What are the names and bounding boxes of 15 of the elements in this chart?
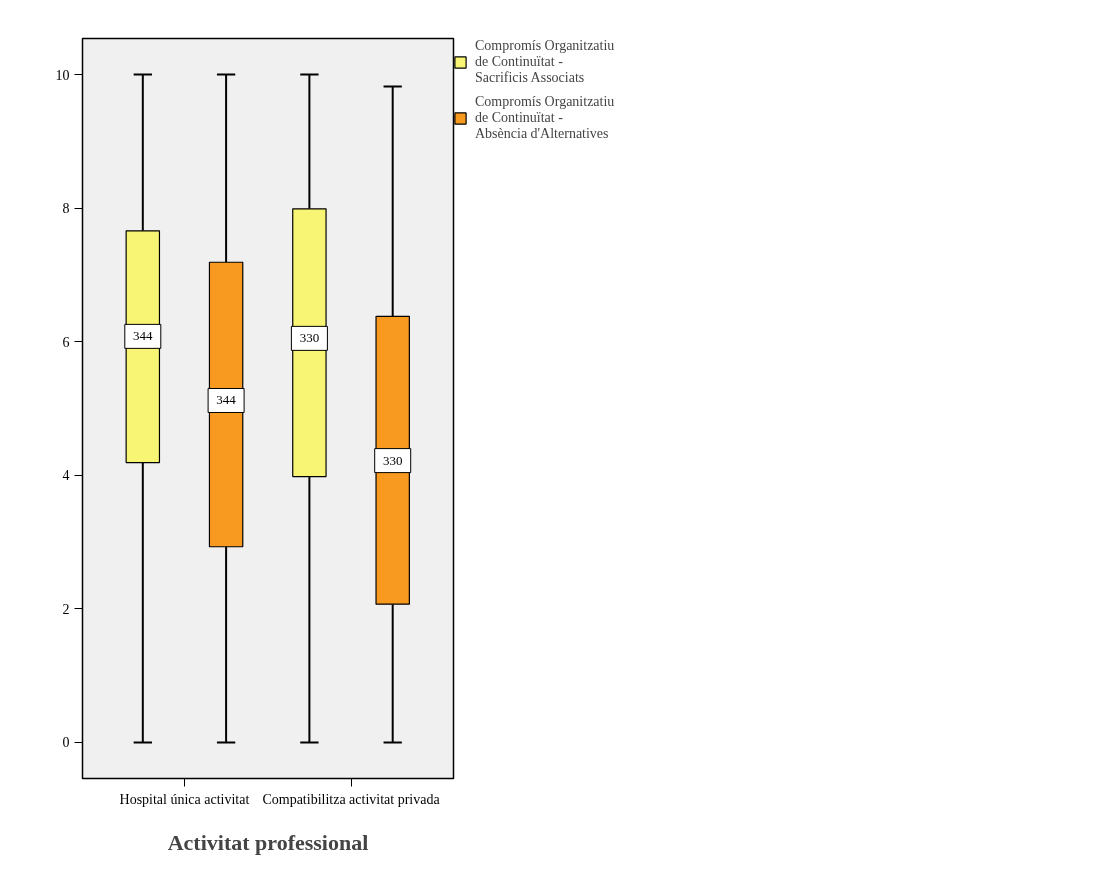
y-tick-label: 8 <box>62 201 70 217</box>
legend-label: Compromís Organitzatiu de Continuïtat - Absència d'Alternatives <box>475 94 615 142</box>
text: 330 <box>299 330 320 346</box>
text: 344 <box>216 392 236 408</box>
y-tick-label: 0 <box>62 735 70 751</box>
y-tick-label: 6 <box>62 334 70 350</box>
legend-label: Compromís Organitzatiu de Continuïtat - Sacrificis Associats <box>475 38 615 86</box>
x-tick-label: Hospital única activitat <box>119 791 250 807</box>
y-tick-label: 10 <box>55 67 70 83</box>
y-tick-label: 2 <box>62 601 70 617</box>
text: 330 <box>382 452 403 468</box>
y-tick-label: 4 <box>62 468 70 484</box>
x-tick-label: Compatibilitza activitat privada <box>262 791 441 807</box>
x-axis-title: Activitat professional <box>167 829 369 855</box>
text: 344 <box>133 328 153 344</box>
